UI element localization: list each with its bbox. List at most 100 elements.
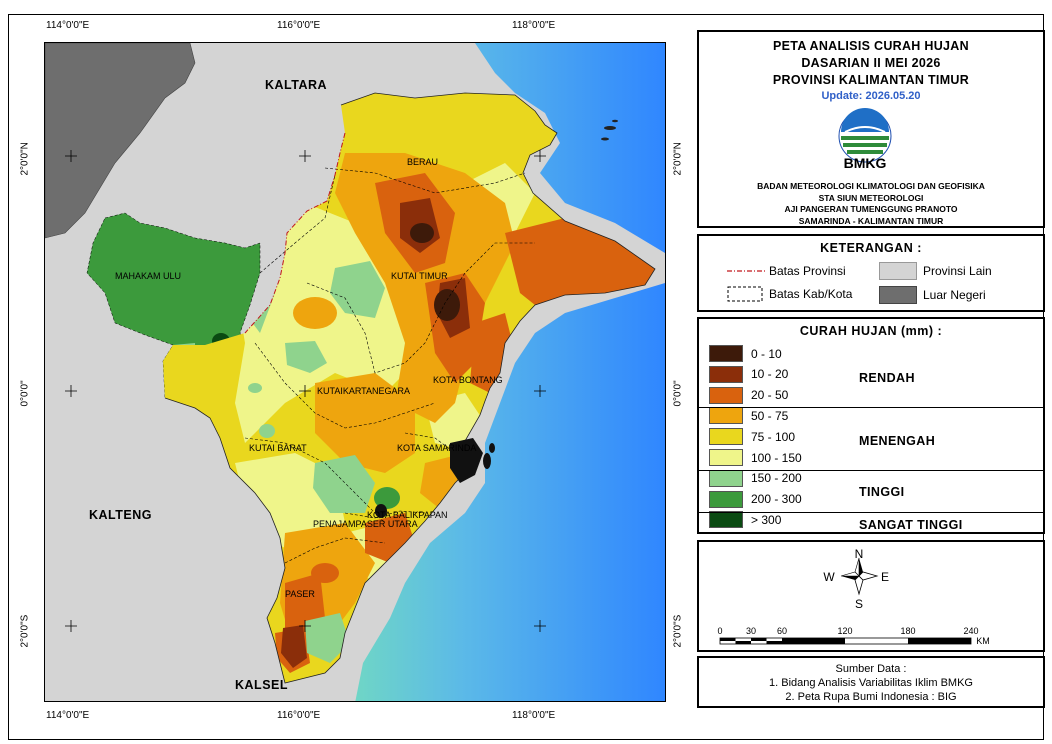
- bmkg-logo: BMKG: [835, 106, 895, 171]
- legend-class-label: 75 - 100: [751, 429, 796, 444]
- legend-class-label: 10 - 20: [751, 367, 789, 382]
- sea: [355, 43, 665, 701]
- legend-class-swatch: [709, 365, 743, 383]
- legend-batas-provinsi: Batas Provinsi: [727, 264, 846, 278]
- legend-class-label: 150 - 200: [751, 471, 802, 486]
- category-sangat-tinggi: SANGAT TINGGI: [859, 518, 963, 532]
- legend-class-label: 200 - 300: [751, 492, 802, 507]
- legend-class-row: 200 - 300: [709, 490, 802, 508]
- scale-unit: KM: [976, 636, 990, 646]
- legend-class-row: 0 - 10: [709, 345, 782, 362]
- legend-class-row: 50 - 75: [709, 407, 789, 425]
- luar-negeri-swatch: [879, 286, 917, 304]
- label-kutai-timur: KUTAI TIMUR: [391, 271, 448, 281]
- label-penajam-paser-utara: PENAJAMPASER UTARA: [313, 519, 418, 529]
- category-rendah: RENDAH: [859, 371, 915, 385]
- legend-class-label: 20 - 50: [751, 388, 789, 403]
- institution-line1: BADAN METEOROLOGI KLIMATOLOGI DAN GEOFIS…: [757, 181, 985, 191]
- legend-class-swatch: [709, 386, 743, 404]
- label-kota-bontang: KOTA BONTANG: [433, 375, 503, 385]
- coord-top-114: 114°0'0"E: [46, 20, 90, 31]
- batas-kab-label: Batas Kab/Kota: [769, 287, 853, 301]
- label-kota-samarinda: KOTA SAMARINDA: [397, 443, 476, 453]
- legend-class-row: 75 - 100: [709, 428, 796, 446]
- legend-class-row: 20 - 50: [709, 386, 789, 404]
- coord-bottom-114: 114°0'0"E: [46, 710, 90, 721]
- label-kalteng: KALTENG: [89, 508, 152, 522]
- scale-tick-60: 60: [777, 626, 787, 636]
- legend-batas-kab: Batas Kab/Kota: [727, 286, 852, 302]
- label-kaltara: KALTARA: [265, 78, 327, 92]
- provinsi-lain-label: Provinsi Lain: [923, 264, 992, 278]
- legend-class-label: > 300: [751, 512, 782, 527]
- coord-top-116: 116°0'0"E: [277, 20, 321, 31]
- bmkg-logo-text: BMKG: [844, 155, 887, 170]
- coord-right-2s: 2°0'0"S: [672, 614, 684, 648]
- keterangan-title: KETERANGAN :: [820, 241, 922, 255]
- legend-class-label: 100 - 150: [751, 450, 802, 465]
- label-paser: PASER: [285, 589, 315, 599]
- institution-line3: AJI PANGERAN TUMENGGUNG PRANOTO: [784, 204, 958, 214]
- category-tinggi: TINGGI: [859, 485, 905, 499]
- coord-right-0: 0°0'0": [672, 380, 684, 407]
- luar-negeri-label: Luar Negeri: [923, 288, 986, 302]
- source-line2: 2. Peta Rupa Bumi Indonesia : BIG: [785, 691, 957, 703]
- map-svg: KALTARA KALTENG KALSEL BERAU MAHAKAM ULU…: [45, 43, 665, 701]
- institution-line4: SAMARINDA - KALIMANTAN TIMUR: [798, 215, 944, 226]
- scale-tick-0: 0: [717, 626, 722, 636]
- legend-class-row: > 300: [709, 511, 782, 529]
- provinsi-lain-swatch: [879, 262, 917, 280]
- source-title: Sumber Data :: [835, 663, 907, 675]
- coord-left-2s: 2°0'0"S: [19, 614, 31, 648]
- batas-kab-box-icon: [727, 286, 763, 302]
- legend-class-swatch: [709, 345, 743, 362]
- legend-class-swatch: [709, 469, 743, 487]
- label-mahakam-ulu: MAHAKAM ULU: [115, 271, 181, 281]
- legend-class-swatch: [709, 490, 743, 508]
- legend-class-label: 50 - 75: [751, 408, 789, 423]
- batas-provinsi-label: Batas Provinsi: [769, 264, 846, 278]
- source-line1: 1. Bidang Analisis Variabilitas Iklim BM…: [769, 677, 973, 689]
- label-kota-balikpapan: KOTA BALIKPAPAN: [367, 510, 448, 520]
- coord-left-0: 0°0'0": [19, 380, 31, 407]
- north-arrow-icon: [840, 557, 879, 596]
- label-kalsel: KALSEL: [235, 678, 288, 692]
- coord-top-118: 118°0'0"E: [512, 20, 556, 31]
- scale-tick-180: 180: [900, 626, 915, 636]
- rainfall-legend-panel: CURAH HUJAN (mm) : 0 - 10 10 - 20 20 - 50 5…: [697, 317, 1045, 534]
- map-title-line1: PETA ANALISIS CURAH HUJAN: [773, 39, 969, 53]
- compass-n: N: [855, 547, 864, 561]
- title-panel: PETA ANALISIS CURAH HUJAN DASARIAN II ME…: [697, 30, 1045, 228]
- source-panel: Sumber Data : 1. Bidang Analisis Variabi…: [697, 656, 1045, 708]
- batas-provinsi-line-icon: [727, 270, 765, 272]
- update-date: Update: 2026.05.20: [821, 90, 921, 102]
- legend-class-swatch: [709, 407, 743, 425]
- compass-w: W: [823, 570, 835, 584]
- coord-bottom-118: 118°0'0"E: [512, 710, 556, 721]
- scale-bar: 0 30 60 120 180 240 KM: [717, 626, 989, 646]
- legend-class-swatch: [709, 511, 743, 529]
- label-kutai-barat: KUTAI BARAT: [249, 443, 307, 453]
- legend-luar-negeri: Luar Negeri: [879, 286, 986, 304]
- compass-e: E: [881, 570, 889, 584]
- map-title-line2: DASARIAN II MEI 2026: [801, 56, 941, 70]
- legend-class-label: 0 - 10: [751, 346, 782, 361]
- coord-bottom-116: 116°0'0"E: [277, 710, 321, 721]
- coord-left-2n: 2°0'0"N: [19, 142, 31, 176]
- legend-class-row: 150 - 200: [709, 469, 802, 487]
- rainfall-legend-title: CURAH HUJAN (mm) :: [799, 324, 943, 338]
- label-kutai-kartanegara: KUTAIKARTANEGARA: [317, 386, 410, 396]
- keterangan-panel: KETERANGAN : Batas Provinsi Batas Kab/Ko…: [697, 234, 1045, 312]
- compass-s: S: [855, 597, 863, 611]
- scale-tick-120: 120: [837, 626, 852, 636]
- legend-class-row: 10 - 20: [709, 365, 789, 383]
- legend-provinsi-lain: Provinsi Lain: [879, 262, 992, 280]
- compass-scale-panel: N S E W 0 30 60 120 180 240 KM: [697, 540, 1045, 652]
- compass-scale-svg: N S E W 0 30 60 120 180 240 KM: [717, 547, 989, 646]
- luar-negeri-area: [45, 43, 196, 239]
- legend-class-row: 100 - 150: [709, 449, 802, 466]
- category-menengah: MENENGAH: [859, 434, 936, 448]
- legend-class-swatch: [709, 428, 743, 446]
- map-title-line3: PROVINSI KALIMANTAN TIMUR: [772, 73, 970, 87]
- legend-class-swatch: [709, 449, 743, 466]
